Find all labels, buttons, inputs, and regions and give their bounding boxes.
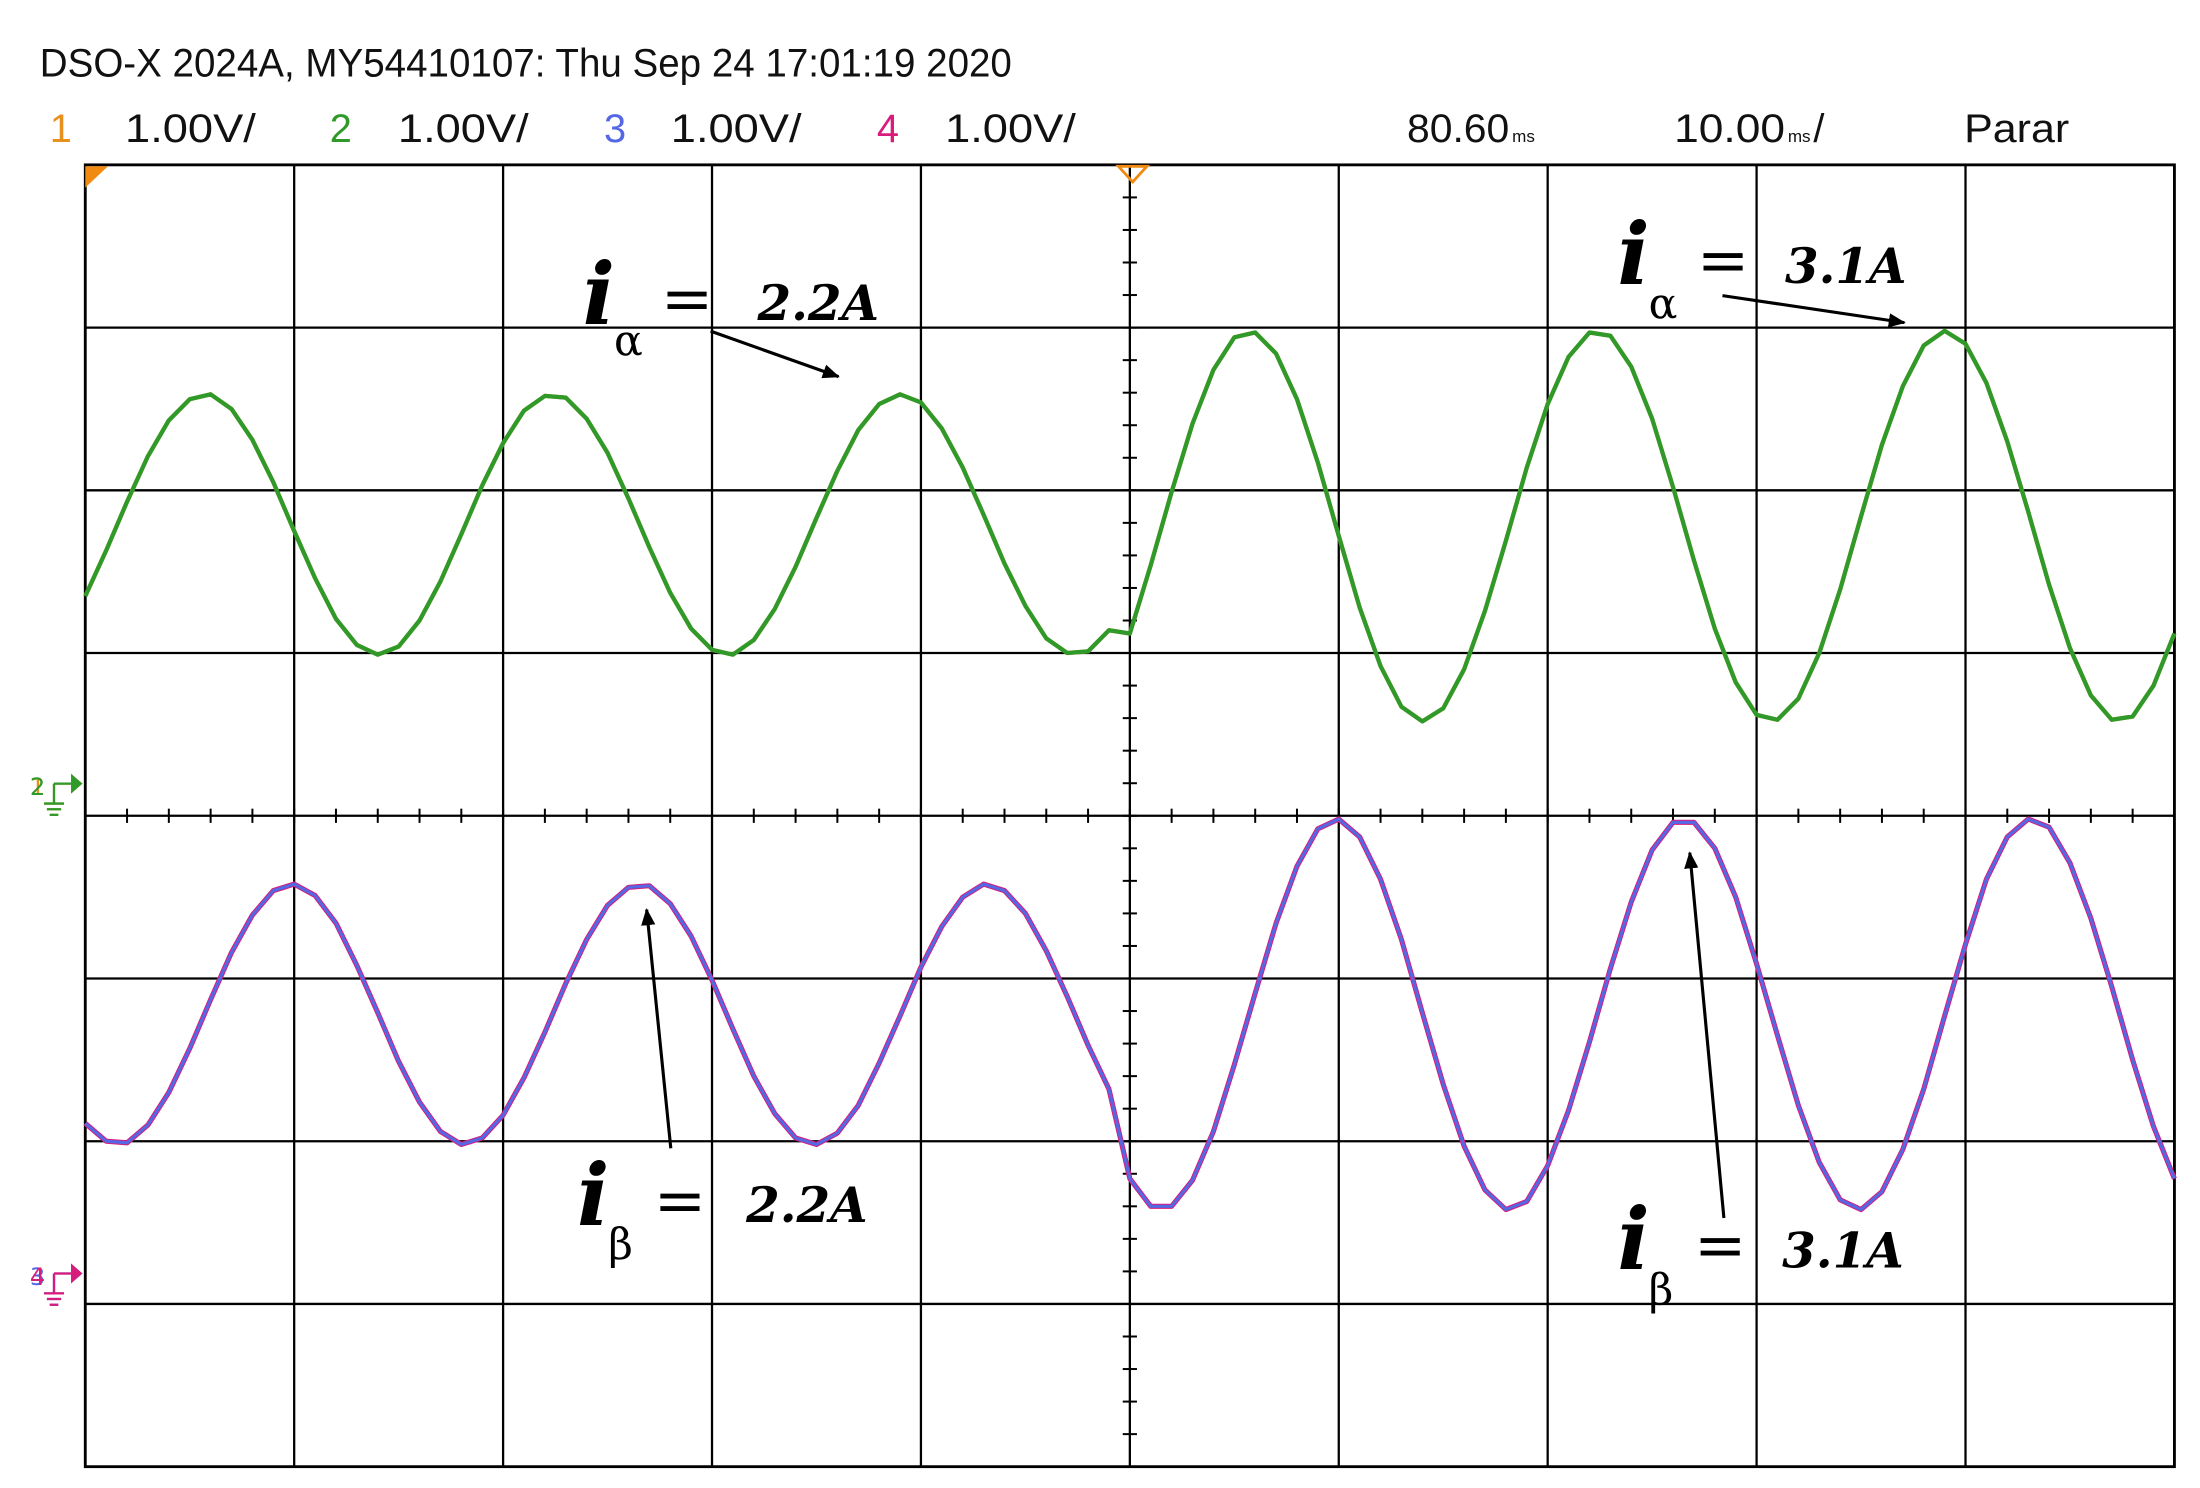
- annotation: i α = 2.2A: [583, 245, 879, 366]
- ground-arrow: [71, 1263, 83, 1284]
- annotation: i β = 3.1A: [1617, 1190, 1903, 1316]
- timebase-suffix: /: [1813, 107, 1825, 151]
- ground-marker: 2: [30, 773, 83, 817]
- annotation-symbol: i: [1617, 1190, 1649, 1290]
- delay: 80.60: [1407, 107, 1509, 151]
- legend-scale: 1.00V/: [398, 107, 530, 151]
- legend-channel: 3: [604, 107, 626, 151]
- annotation-subscript: β: [1649, 1266, 1674, 1316]
- annotation-value: 3.1A: [1785, 239, 1907, 295]
- annotation-arrow: [1722, 294, 1906, 328]
- trigger-marker: [1115, 164, 1151, 185]
- annotation-symbol: i: [583, 245, 615, 345]
- ground-label: 1: [30, 773, 45, 801]
- annotation: i α = 3.1A: [1617, 205, 1906, 329]
- ground-arrow: [71, 773, 83, 794]
- trace: [84, 817, 2176, 1212]
- run-status: Parar: [1964, 107, 2069, 151]
- annotation-symbol: i: [1617, 205, 1649, 305]
- annotation-arrow: [710, 329, 840, 379]
- legend-scale: 1.00V/: [945, 107, 1077, 151]
- annotation-symbol: i: [577, 1146, 609, 1246]
- trace: [83, 328, 2177, 724]
- legend-channel: 4: [877, 107, 899, 151]
- annotation-subscript: α: [1649, 279, 1678, 329]
- annotation-equals: =: [1697, 223, 1749, 296]
- annotation: i β = 2.2A: [577, 1146, 868, 1270]
- annotation-equals: =: [661, 262, 713, 335]
- legend-channel: 1: [50, 107, 72, 151]
- trace-layer: [83, 328, 2177, 1213]
- annotation-value: 2.2A: [756, 276, 879, 332]
- ground-marker: 4: [30, 1263, 83, 1306]
- ground-symbol: [44, 1272, 72, 1306]
- delay-unit: ms: [1512, 127, 1535, 146]
- ground-symbol: [44, 782, 72, 817]
- annotation-arrow: [1684, 851, 1726, 1219]
- annotation-value: 3.1A: [1782, 1224, 1904, 1280]
- legend-scale: 1.00V/: [125, 107, 257, 151]
- annotation-value: 2.2A: [745, 1178, 868, 1234]
- legend-channel: 2: [330, 107, 352, 151]
- annotation-subscript: β: [608, 1220, 633, 1270]
- timebase-unit: ms: [1788, 127, 1811, 146]
- annotation-subscript: α: [614, 316, 643, 366]
- trigger-left-marker: [85, 166, 109, 188]
- header: DSO-X 2024A, MY54410107: Thu Sep 24 17:0…: [40, 42, 1012, 86]
- annotation-equals: =: [654, 1164, 706, 1237]
- annotation-equals: =: [1694, 1208, 1746, 1281]
- ground-label: 2: [30, 773, 45, 801]
- timebase: 10.00: [1674, 107, 1785, 151]
- annotation-arrow: [641, 908, 673, 1149]
- ground-label: 3: [30, 1263, 45, 1291]
- ground-label: 4: [30, 1263, 45, 1291]
- legend-scale: 1.00V/: [671, 107, 803, 151]
